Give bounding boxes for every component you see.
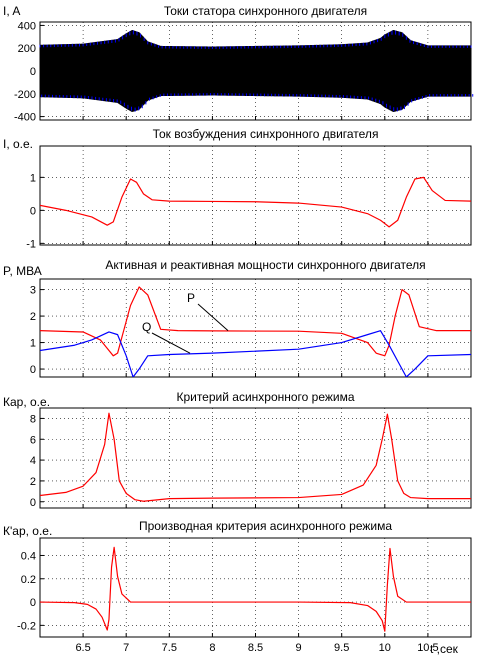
series-line-1 — [40, 412, 471, 502]
series-line-1 — [40, 286, 471, 357]
y-tick-label: -200 — [14, 89, 36, 101]
x-tick-label: 10.5 — [417, 642, 438, 654]
y-tick-label: 0.4 — [21, 550, 36, 562]
y-tick-label: 6 — [30, 434, 36, 446]
y-tick-label: 0 — [30, 66, 36, 78]
annotation-p-leader — [197, 303, 229, 332]
x-axis-label: t ,сек — [430, 642, 459, 656]
y-tick-label: 2 — [30, 476, 36, 488]
y-tick-label: 1 — [30, 172, 36, 184]
series-line-1 — [40, 546, 471, 632]
y-tick-label: 0 — [30, 205, 36, 217]
panel-title: Токи статора синхронного двигателя — [164, 4, 367, 18]
x-tick-label: 9 — [296, 642, 302, 654]
panel-3: Активная и реактивная мощности синхронно… — [3, 258, 472, 378]
panel-4: Критерий асинхронного режима Кар, о.е. 8 6 4… — [3, 390, 472, 509]
x-tick-label: 7 — [123, 642, 129, 654]
panel-1: Токи статора синхронного двигателя I, A 40… — [3, 4, 474, 124]
x-tick-label: 10 — [379, 642, 391, 654]
panel-title: Производная критерия асинхронного режима — [139, 519, 392, 533]
y-tick-label: 3 — [30, 285, 36, 297]
y-tick-label: 0.2 — [21, 574, 36, 586]
y-axis-label: К'ар, о.е. — [3, 524, 52, 538]
annotation-q: Q — [142, 320, 151, 334]
panel-title: Активная и реактивная мощности синхронно… — [105, 258, 425, 272]
y-axis-label: P, МВА — [3, 264, 42, 278]
y-axis-label: I, A — [3, 4, 20, 18]
y-tick-label: -0.2 — [17, 620, 36, 632]
y-tick-label: 1 — [30, 338, 36, 350]
x-tick-label: 8 — [209, 642, 215, 654]
y-tick-label: 0 — [30, 597, 36, 609]
x-tick-label: 7.5 — [162, 642, 177, 654]
y-tick-label: 200 — [18, 43, 36, 55]
x-tick-label: 9.5 — [334, 642, 349, 654]
y-tick-label: -1 — [26, 238, 36, 250]
x-tick-label: 6.5 — [75, 642, 90, 654]
y-tick-label: 2 — [30, 311, 36, 323]
x-tick-label: 8.5 — [248, 642, 263, 654]
y-tick-label: 8 — [30, 413, 36, 425]
y-axis-label: Кар, о.е. — [3, 395, 50, 409]
y-tick-label: 0 — [30, 497, 36, 509]
panel-title: Критерий асинхронного режима — [176, 390, 354, 404]
phase-current-series — [40, 29, 471, 112]
series-line-1 — [40, 176, 471, 228]
panel-title: Ток возбуждения синхронного двигателя — [153, 127, 379, 141]
annotation-p: P — [187, 291, 195, 305]
y-axis-label: I, о.е. — [3, 137, 33, 151]
panel-5: Производная критерия асинхронного режима… — [3, 519, 472, 656]
y-tick-label: -400 — [14, 112, 36, 124]
y-tick-label: 0 — [30, 364, 36, 376]
panel-2: Ток возбуждения синхронного двигателя I, … — [3, 127, 472, 250]
annotation-q-leader — [151, 332, 191, 354]
y-tick-label: 400 — [18, 20, 36, 32]
y-tick-label: 4 — [30, 455, 36, 467]
series-line-2 — [40, 330, 471, 377]
